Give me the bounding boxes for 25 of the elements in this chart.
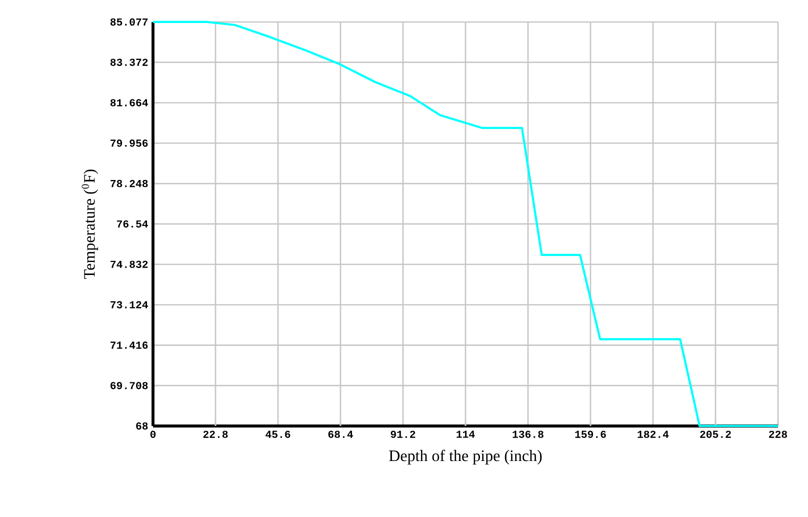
y-tick-label: 73.124 bbox=[110, 301, 148, 308]
x-tick-label: 159.6 bbox=[575, 430, 606, 438]
x-tick-label: 22.8 bbox=[203, 430, 228, 438]
y-axis-title: Temperature ($^{0}$F) bbox=[82, 170, 98, 279]
x-tick-label: 182.4 bbox=[638, 430, 669, 438]
line-series bbox=[152, 20, 780, 428]
x-tick-label: 136.8 bbox=[512, 430, 544, 438]
y-tick-label: 71.416 bbox=[110, 342, 148, 349]
x-tick-label: 205.2 bbox=[700, 430, 731, 438]
x-tick-label: 91.2 bbox=[390, 430, 416, 438]
x-axis-title: Depth of the pipe (inch) bbox=[389, 450, 542, 464]
x-tick-label: 114 bbox=[456, 430, 475, 438]
x-tick-label: 68.4 bbox=[328, 430, 353, 438]
y-tick-label: 81.664 bbox=[110, 99, 148, 106]
y-tick-label: 76.54 bbox=[116, 220, 148, 228]
x-tick-label: 0 bbox=[150, 430, 156, 438]
y-tick-label: 78.248 bbox=[110, 180, 148, 188]
y-tick-label: 69.708 bbox=[110, 382, 148, 390]
y-tick-label: 83.372 bbox=[110, 58, 148, 66]
x-tick-label: 228 bbox=[769, 430, 788, 438]
y-tick-label: 79.956 bbox=[110, 140, 148, 147]
y-tick-label: 85.077 bbox=[110, 18, 148, 26]
y-tick-label: 74.832 bbox=[110, 260, 148, 268]
x-tick-label: 45.6 bbox=[266, 430, 290, 438]
y-tick-label: 68 bbox=[136, 422, 148, 430]
